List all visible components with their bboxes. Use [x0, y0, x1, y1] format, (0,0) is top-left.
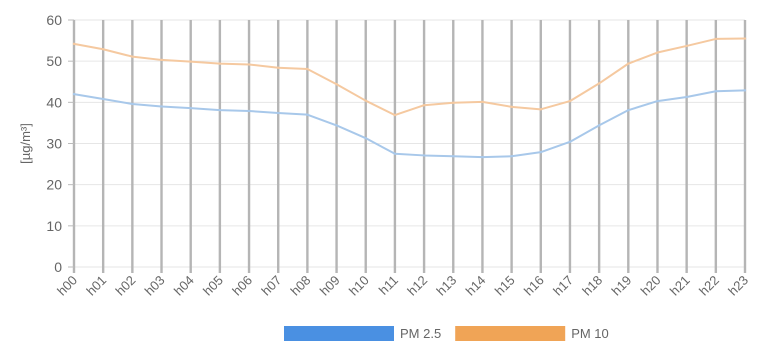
legend-swatch — [455, 326, 566, 341]
data-point[interactable] — [306, 67, 309, 71]
y-tick-label: 40 — [46, 94, 62, 110]
data-point[interactable] — [247, 109, 251, 113]
series-line-pm25[interactable] — [73, 89, 746, 159]
data-point[interactable] — [539, 108, 542, 111]
data-point[interactable] — [685, 44, 688, 48]
data-point[interactable] — [218, 62, 222, 65]
y-tick-label: 10 — [46, 218, 62, 234]
x-tick-label: h11 — [376, 273, 401, 298]
data-point[interactable] — [452, 101, 455, 104]
y-axis-title: [µg/m³] — [18, 123, 33, 164]
data-point[interactable] — [306, 113, 309, 116]
x-tick-label: h13 — [433, 273, 459, 299]
x-tick-label: h02 — [113, 273, 139, 299]
data-point[interactable] — [131, 102, 134, 106]
x-tick-label: h19 — [608, 273, 634, 299]
data-point[interactable] — [510, 105, 513, 109]
x-tick-label: h10 — [346, 273, 372, 299]
x-tick-label: h07 — [258, 273, 284, 299]
x-tick-label: h01 — [83, 273, 109, 299]
legend[interactable]: PM 2.5 PM 10 — [284, 326, 609, 341]
data-point[interactable] — [364, 99, 367, 102]
x-tick-label: h20 — [638, 273, 664, 299]
data-point[interactable] — [277, 111, 280, 115]
legend-item-pm10[interactable]: PM 10 — [455, 326, 609, 341]
y-tick-label: 50 — [46, 53, 62, 69]
data-point[interactable] — [422, 154, 426, 157]
data-point[interactable] — [101, 48, 105, 51]
data-point[interactable] — [685, 95, 688, 99]
y-tick-label: 20 — [46, 177, 62, 193]
legend-swatch — [284, 326, 394, 341]
data-point[interactable] — [481, 100, 484, 104]
x-tick-label: h03 — [142, 273, 168, 299]
legend-label: PM 2.5 — [400, 326, 441, 341]
x-tick-label: h23 — [725, 273, 751, 299]
x-tick-label: h14 — [463, 273, 489, 299]
data-point[interactable] — [364, 136, 367, 140]
x-tick-label: h17 — [550, 273, 576, 299]
data-point[interactable] — [539, 150, 542, 154]
x-tick-label: h00 — [54, 273, 80, 299]
data-point[interactable] — [393, 152, 397, 155]
data-point[interactable] — [277, 66, 280, 69]
x-tick-label: h21 — [667, 273, 693, 299]
series-layer — [72, 37, 747, 159]
series-line-pm10[interactable] — [73, 37, 746, 117]
legend-label: PM 10 — [571, 326, 609, 341]
data-point[interactable] — [160, 105, 163, 108]
data-point[interactable] — [510, 155, 513, 158]
data-point[interactable] — [335, 83, 338, 86]
data-point[interactable] — [218, 108, 222, 112]
x-tick-label: h06 — [229, 273, 255, 299]
data-point[interactable] — [189, 106, 192, 110]
x-tick-label: h04 — [171, 273, 197, 299]
x-tick-label: h16 — [521, 273, 547, 299]
x-tick-label: h12 — [404, 273, 430, 299]
data-point[interactable] — [393, 113, 397, 117]
data-point[interactable] — [131, 55, 134, 58]
data-point[interactable] — [597, 124, 601, 127]
y-tick-label: 30 — [46, 136, 62, 152]
data-point[interactable] — [743, 37, 747, 40]
data-point[interactable] — [597, 82, 601, 85]
data-point[interactable] — [656, 51, 659, 54]
data-point[interactable] — [627, 108, 630, 112]
x-tick-label: h08 — [288, 273, 314, 299]
data-point[interactable] — [714, 37, 718, 41]
data-point[interactable] — [627, 62, 630, 65]
data-point[interactable] — [72, 42, 76, 46]
x-tick-label: h09 — [317, 273, 343, 299]
data-point[interactable] — [714, 90, 718, 93]
data-point[interactable] — [335, 124, 338, 127]
data-point[interactable] — [422, 104, 426, 107]
data-point[interactable] — [656, 99, 659, 103]
x-tick-label: h15 — [492, 273, 518, 299]
y-tick-label: 0 — [54, 259, 62, 275]
data-point[interactable] — [247, 63, 251, 66]
data-point[interactable] — [568, 99, 572, 103]
data-point[interactable] — [452, 155, 455, 158]
x-tick-label: h05 — [200, 273, 226, 299]
y-tick-label: 60 — [46, 12, 62, 28]
legend-item-pm25[interactable]: PM 2.5 — [284, 326, 441, 341]
data-point[interactable] — [481, 155, 484, 159]
data-point[interactable] — [101, 97, 105, 101]
data-point[interactable] — [568, 140, 572, 144]
data-point[interactable] — [189, 60, 192, 63]
x-tick-label: h18 — [579, 273, 605, 299]
data-point[interactable] — [160, 58, 163, 62]
x-tick-label: h22 — [696, 273, 722, 299]
data-point[interactable] — [72, 92, 76, 96]
data-point[interactable] — [743, 89, 747, 92]
